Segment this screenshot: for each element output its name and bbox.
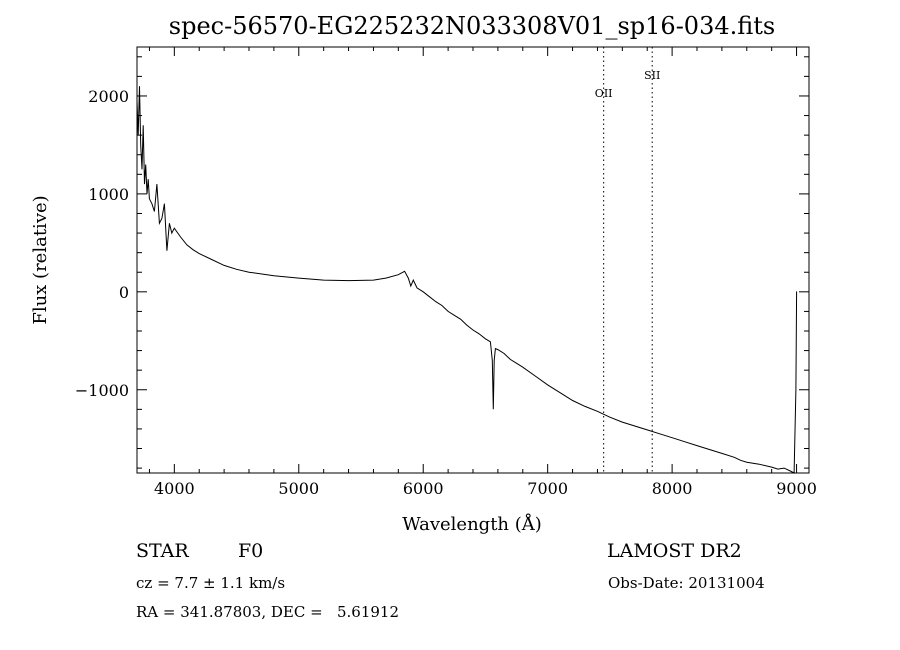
x-tick-label: 7000 — [527, 479, 568, 498]
redshift-readout: cz = 7.7 ± 1.1 km/s — [136, 574, 286, 592]
y-axis-label: Flux (relative) — [30, 195, 51, 324]
observation-date: Obs-Date: 20131004 — [608, 574, 765, 592]
y-tick-label: 1000 — [88, 185, 129, 204]
annotation-label: SII — [644, 69, 660, 82]
spectral-subclass-label: F0 — [238, 540, 264, 562]
x-tick-label: 5000 — [278, 479, 319, 498]
x-tick-label: 6000 — [403, 479, 444, 498]
coordinates-readout: RA = 341.87803, DEC = 5.61912 — [136, 603, 400, 621]
spectrum-line — [136, 86, 798, 474]
object-class-label: STAR — [136, 540, 189, 562]
y-tick-label: 0 — [119, 283, 129, 302]
plot-frame — [136, 46, 810, 474]
axis-ticks: 4000 5000 6000 7000 8000 9000 −1000 0 1000 2000 — [75, 47, 817, 498]
x-tick-label: 4000 — [154, 479, 195, 498]
y-tick-label: −1000 — [75, 381, 129, 400]
survey-label: LAMOST DR2 — [607, 540, 742, 562]
chart-title: spec-56570-EG225232N033308V01_sp16-034.f… — [169, 12, 775, 40]
x-axis-label: Wavelength (Å) — [402, 513, 542, 535]
y-tick-label: 2000 — [88, 87, 129, 106]
annotation-label: OII — [595, 87, 613, 100]
x-tick-label: 8000 — [652, 479, 693, 498]
line-annotations: OII SII — [595, 47, 660, 473]
x-tick-label: 9000 — [776, 479, 817, 498]
